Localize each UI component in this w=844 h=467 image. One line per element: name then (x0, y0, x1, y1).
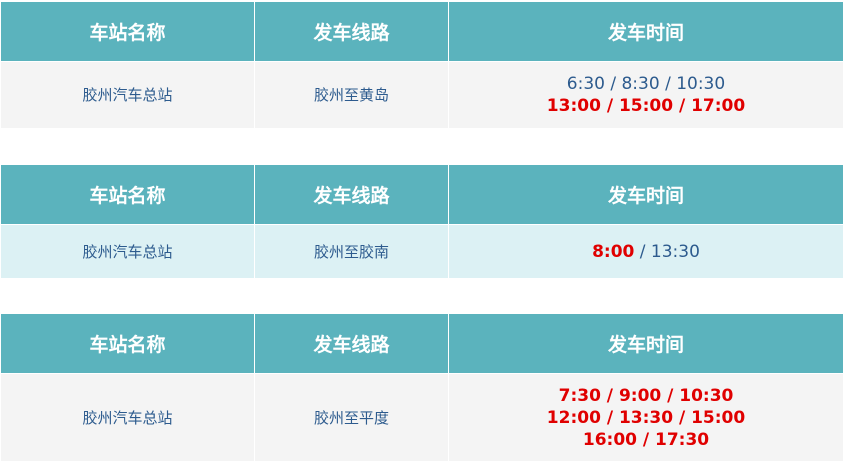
departure-time: 8:00 (592, 241, 635, 262)
schedule-table: 车站名称 发车线路 发车时间 胶州汽车总站 胶州至胶南 8:00 / 13:30 (0, 164, 844, 279)
times-cell: 6:30 / 8:30 / 10:30 13:00 / 15:00 / 17:00 (448, 61, 844, 129)
header-time: 发车时间 (448, 313, 844, 374)
header-time: 发车时间 (448, 164, 844, 225)
header-station: 车站名称 (0, 313, 255, 374)
times-cell: 8:00 / 13:30 (448, 224, 844, 279)
time-line: 8:00 / 13:30 (449, 241, 843, 263)
station-cell: 胶州汽车总站 (0, 61, 255, 129)
time-line: 12:00 / 13:30 / 15:00 (449, 407, 843, 429)
departure-time: / 13:30 (634, 241, 700, 262)
route-cell: 胶州至胶南 (254, 224, 449, 279)
table-row: 胶州汽车总站 胶州至胶南 8:00 / 13:30 (0, 224, 844, 279)
departure-time: 16:00 / 17:30 (582, 429, 710, 450)
header-row: 车站名称 发车线路 发车时间 (0, 313, 844, 374)
header-route: 发车线路 (254, 164, 449, 225)
route-cell: 胶州至平度 (254, 373, 449, 462)
time-line: 13:00 / 15:00 / 17:00 (449, 95, 843, 117)
header-station: 车站名称 (0, 164, 255, 225)
table-row: 胶州汽车总站 胶州至平度 7:30 / 9:00 / 10:30 12:00 / 13… (0, 373, 844, 462)
header-time: 发车时间 (448, 1, 844, 62)
header-route: 发车线路 (254, 313, 449, 374)
schedule-table: 车站名称 发车线路 发车时间 胶州汽车总站 胶州至平度 7:30 / 9:00 / 10:… (0, 313, 844, 462)
station-cell: 胶州汽车总站 (0, 224, 255, 279)
route-cell: 胶州至黄岛 (254, 61, 449, 129)
departure-time: 6:30 / 8:30 / 10:30 (566, 74, 726, 94)
header-station: 车站名称 (0, 1, 255, 62)
time-line: 6:30 / 8:30 / 10:30 (449, 73, 843, 95)
time-line: 7:30 / 9:00 / 10:30 (449, 385, 843, 407)
station-cell: 胶州汽车总站 (0, 373, 255, 462)
departure-time: 7:30 / 9:00 / 10:30 (558, 385, 734, 406)
schedule-table: 车站名称 发车线路 发车时间 胶州汽车总站 胶州至黄岛 6:30 / 8:30 / 10:… (0, 1, 844, 129)
times-cell: 7:30 / 9:00 / 10:30 12:00 / 13:30 / 15:00… (448, 373, 844, 462)
time-line: 16:00 / 17:30 (449, 429, 843, 451)
departure-time: 13:00 / 15:00 / 17:00 (546, 96, 746, 116)
header-row: 车站名称 发车线路 发车时间 (0, 164, 844, 225)
table-row: 胶州汽车总站 胶州至黄岛 6:30 / 8:30 / 10:30 13:00 / 15… (0, 61, 844, 129)
header-row: 车站名称 发车线路 发车时间 (0, 1, 844, 62)
header-route: 发车线路 (254, 1, 449, 62)
departure-time: 12:00 / 13:30 / 15:00 (546, 407, 746, 428)
